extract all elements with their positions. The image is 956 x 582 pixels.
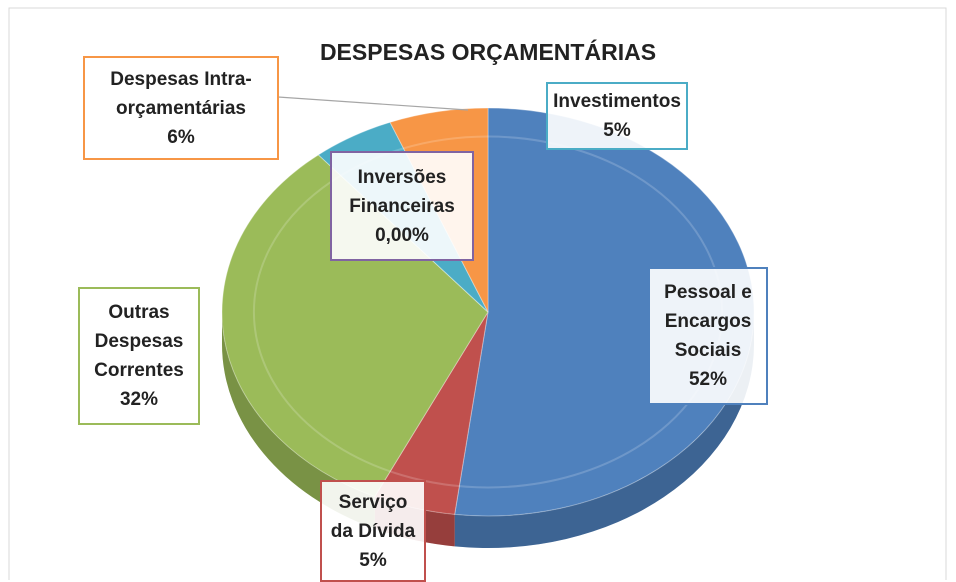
label-value: 5% (603, 120, 631, 141)
data-label: Investimentos 5% (546, 82, 688, 150)
label-value: 0,00% (375, 224, 429, 246)
label-value: 32% (119, 389, 159, 410)
data-label: Inversões Financeiras 0,00% (330, 151, 474, 261)
data-label: Serviço da Dívida 5% (320, 480, 426, 582)
slice-side-shade (454, 312, 754, 549)
label-name: Despesas Intra-orçamentárias (110, 68, 252, 119)
data-label: Despesas Intra-orçamentárias 6% (83, 56, 279, 160)
label-name: Outras Despesas Correntes (94, 302, 184, 381)
label-name: Inversões Financeiras (349, 166, 455, 217)
slice (221, 154, 489, 498)
slice-side (454, 312, 754, 549)
label-value: 52% (688, 369, 728, 390)
chart-title: DESPESAS ORÇAMENTÁRIAS (320, 38, 656, 65)
label-value: 5% (359, 549, 387, 571)
leader-line (277, 96, 469, 111)
label-name: Investimentos (553, 91, 681, 112)
data-label: Outras Despesas Correntes 32% (78, 287, 200, 425)
label-name: Serviço da Dívida (330, 491, 416, 542)
data-label: Pessoal e Encargos Sociais 52% (648, 267, 768, 405)
chart-border (8, 7, 947, 580)
label-value: 6% (167, 126, 195, 148)
label-name: Pessoal e Encargos Sociais (664, 282, 752, 361)
